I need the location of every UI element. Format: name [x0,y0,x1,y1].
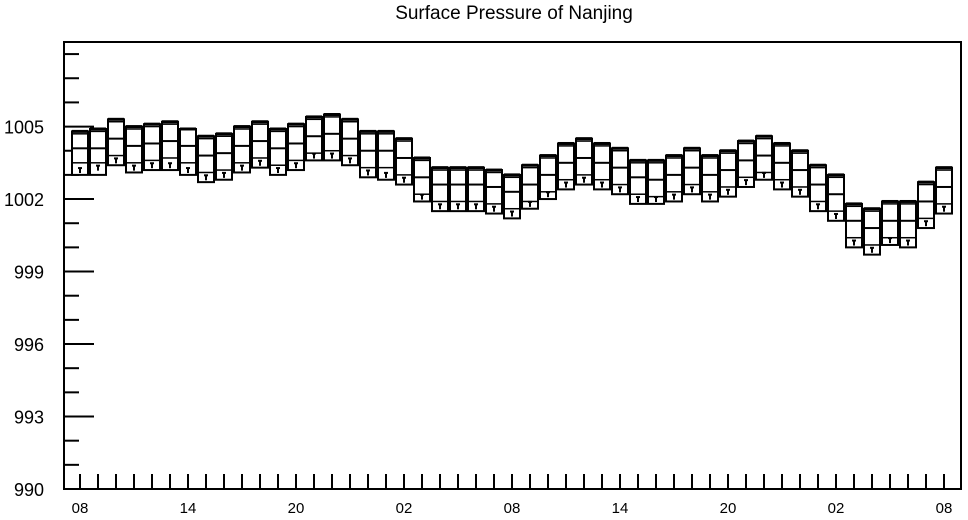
box-item [791,149,809,198]
x-tick-label: 02 [828,500,845,517]
box-item [521,163,539,210]
box-item [557,141,575,191]
y-tick-label: 1005 [4,118,44,138]
box-item [377,129,395,181]
box-item [215,132,233,181]
x-axis: 08 14 20 02 08 14 20 02 08 [72,474,953,517]
box-item [341,117,359,167]
box-item [701,154,719,203]
y-tick-label: 993 [14,408,44,428]
box-item [665,154,683,203]
box-item [269,127,287,176]
box-series [71,112,953,256]
box-item [449,166,467,213]
box-item [863,207,881,256]
box-item [485,168,503,215]
box-item [395,137,413,186]
box-item [305,115,323,162]
box-item [71,129,89,176]
box-item [899,199,917,249]
box-item [629,158,647,205]
box-item [917,180,935,230]
box-item [503,173,521,220]
box-item [251,120,269,169]
y-axis: 990 993 996 999 1002 1005 [4,53,94,500]
chart-title: Surface Pressure of Nanjing [395,3,633,24]
box-item [683,146,701,196]
box-item [827,173,845,222]
x-tick-label: 08 [504,500,521,517]
y-tick-label: 990 [14,480,44,500]
box-item [593,141,611,191]
box-item [89,127,107,176]
x-tick-label: 08 [72,500,89,517]
box-item [197,134,215,184]
box-item [413,156,431,203]
x-tick-label: 08 [936,500,953,517]
box-item [737,139,755,188]
y-tick-label: 1002 [4,190,44,210]
box-item [539,154,557,201]
box-item [143,122,161,172]
x-tick-label: 14 [612,500,629,517]
box-item [107,117,125,167]
x-tick-label: 02 [396,500,413,517]
box-item [575,137,593,186]
x-tick-label: 20 [288,500,305,517]
x-tick-label: 20 [720,500,737,517]
box-item [179,127,197,176]
x-tick-label: 14 [180,500,197,517]
box-item [647,158,665,205]
box-item [431,166,449,213]
box-item [467,166,485,213]
box-item [773,141,791,191]
box-item [755,134,773,181]
y-tick-label: 999 [14,263,44,283]
box-item [323,112,341,162]
box-item [881,199,899,246]
box-item [359,129,377,179]
box-item [809,163,827,213]
box-item [611,146,629,196]
y-tick-label: 996 [14,335,44,355]
box-item [935,166,953,215]
box-item [845,202,863,249]
box-item [233,125,251,174]
box-item [287,122,305,172]
box-item [125,125,143,174]
plot-frame [63,41,962,490]
box-item [161,120,179,172]
box-item [719,149,737,198]
